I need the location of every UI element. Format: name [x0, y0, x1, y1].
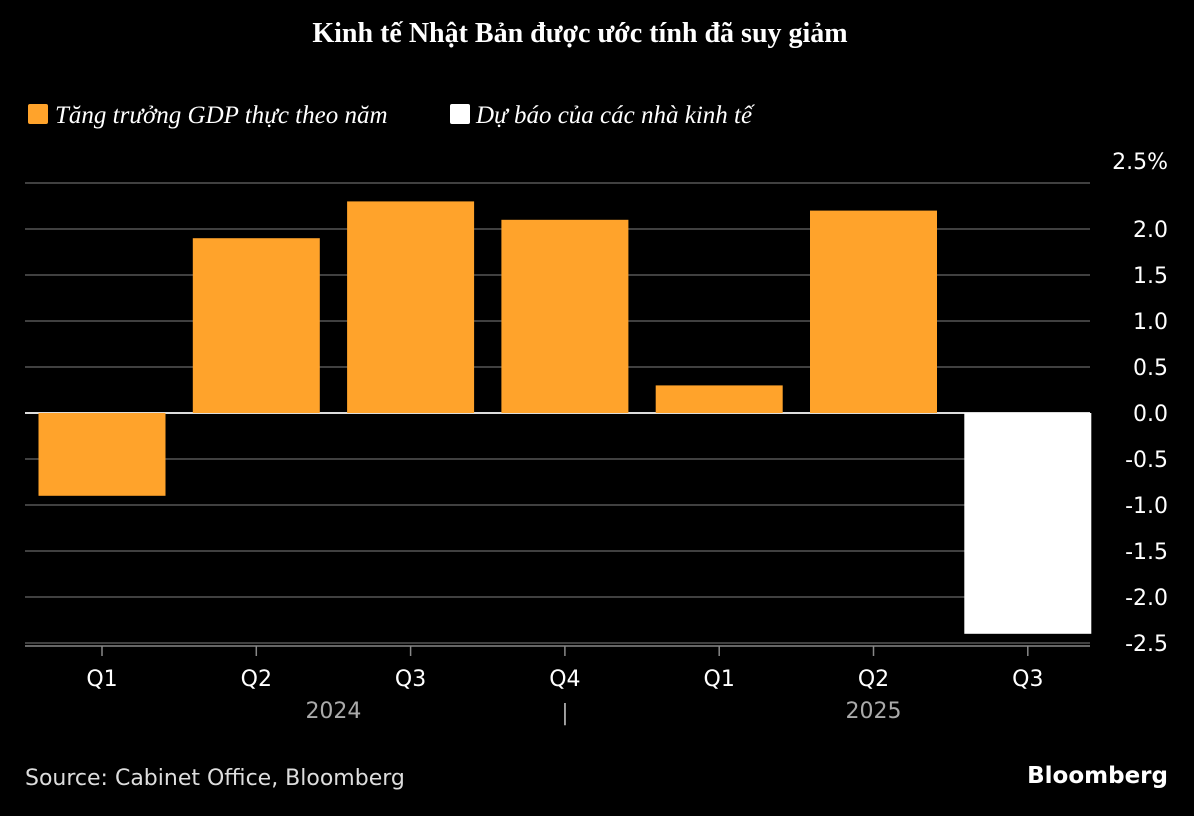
- x-tick-label: Q1: [86, 667, 117, 692]
- y-tick-label: -0.5: [1125, 448, 1168, 473]
- bar-gdp: [192, 238, 320, 413]
- bar-gdp: [347, 201, 475, 413]
- bar-gdp: [810, 210, 937, 413]
- year-label: 2025: [846, 699, 902, 724]
- x-tick-label: Q3: [1012, 667, 1043, 692]
- legend: Tăng trưởng GDP thực theo năm Dự báo của…: [28, 102, 755, 129]
- chart-title: Kinh tế Nhật Bản được ước tính đã suy gi…: [312, 18, 847, 49]
- y-tick-label: -1.0: [1125, 494, 1168, 519]
- bar-gdp: [38, 413, 166, 496]
- legend-swatch-gdp: [28, 104, 48, 124]
- bloomberg-logo: Bloomberg: [1027, 763, 1168, 789]
- y-tick-label: -1.5: [1125, 540, 1168, 565]
- legend-label-forecast: Dự báo của các nhà kinh tế: [475, 102, 755, 129]
- y-tick-label: -2.5: [1125, 632, 1168, 657]
- bar-gdp: [501, 219, 629, 413]
- x-tick-label: Q3: [395, 667, 426, 692]
- x-tick-label: Q4: [549, 667, 580, 692]
- y-tick-label: 2.0: [1133, 218, 1168, 243]
- source-note: Source: Cabinet Office, Bloomberg: [25, 766, 405, 791]
- legend-swatch-forecast: [450, 104, 470, 124]
- bar-forecast: [964, 413, 1092, 634]
- x-tick-label: Q2: [858, 667, 889, 692]
- y-tick-label: 1.0: [1133, 310, 1168, 335]
- year-separator: |: [561, 701, 568, 726]
- y-tick-label: -2.0: [1125, 586, 1168, 611]
- x-tick-label: Q1: [704, 667, 735, 692]
- y-tick-label: 0.0: [1133, 402, 1168, 427]
- year-label: 2024: [305, 699, 361, 724]
- x-tick-label: Q2: [241, 667, 272, 692]
- y-tick-label: 1.5: [1133, 264, 1168, 289]
- bar-gdp: [655, 385, 783, 413]
- y-tick-label: 2.5%: [1112, 150, 1168, 175]
- y-tick-label: 0.5: [1133, 356, 1168, 381]
- legend-label-gdp: Tăng trưởng GDP thực theo năm: [55, 102, 388, 129]
